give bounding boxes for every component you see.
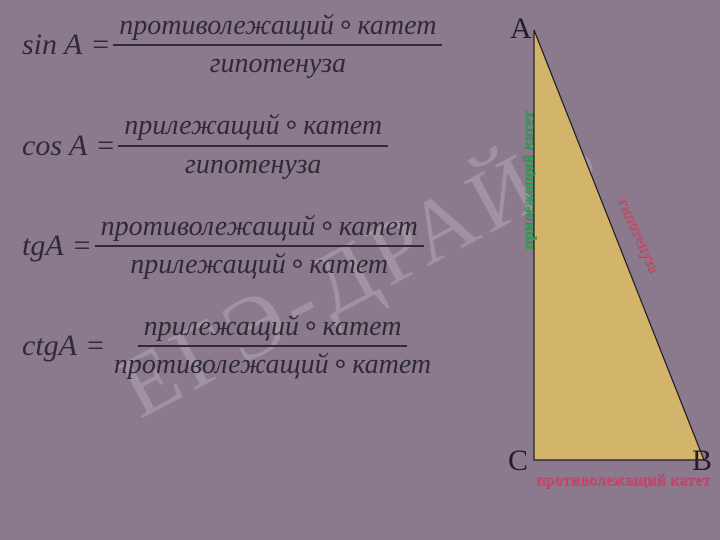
formula-ctg: ctgA = прилежащий∘катет противолежащий∘к… (22, 311, 492, 381)
word-hypotenuse: гипотенуза (204, 46, 352, 80)
word-kathet: катет (309, 249, 388, 280)
equals-sign: = (97, 129, 114, 163)
formula-sin: sin A = противолежащий∘катет гипотенуза (22, 10, 492, 80)
triangle-diagram: A B C прилежащий катет противолежащий ка… (500, 10, 710, 520)
equals-sign: = (92, 28, 109, 62)
equals-sign: = (87, 329, 104, 363)
triangle-shape (534, 30, 704, 460)
compose-symbol: ∘ (332, 349, 350, 380)
cos-lhs: cos A (22, 129, 87, 163)
formula-cos: cos A = прилежащий∘катет гипотенуза (22, 110, 492, 180)
sin-fraction: противолежащий∘катет гипотенуза (113, 10, 442, 80)
compose-symbol: ∘ (337, 10, 355, 41)
word-kathet: катет (358, 10, 437, 41)
label-side-ac: прилежащий катет (520, 112, 538, 250)
word-opposite: противолежащий (119, 10, 334, 41)
word-adjacent: прилежащий (130, 249, 285, 280)
compose-symbol: ∘ (302, 311, 320, 342)
sin-lhs: sin A (22, 28, 82, 62)
word-opposite: противолежащий (101, 211, 316, 242)
formula-block: sin A = противолежащий∘катет гипотенуза … (22, 10, 492, 412)
word-adjacent: прилежащий (124, 110, 279, 141)
word-kathet: катет (323, 311, 402, 342)
tg-fraction: противолежащий∘катет прилежащий∘катет (95, 211, 424, 281)
tg-lhs: tgA (22, 229, 64, 263)
word-kathet: катет (352, 349, 431, 380)
compose-symbol: ∘ (318, 211, 336, 242)
compose-symbol: ∘ (289, 249, 307, 280)
compose-symbol: ∘ (283, 110, 301, 141)
word-opposite: противолежащий (114, 349, 329, 380)
equals-sign: = (74, 229, 91, 263)
label-side-cb: противолежащий катет (536, 472, 710, 490)
ctg-fraction: прилежащий∘катет противолежащий∘катет (108, 311, 437, 381)
word-hypotenuse: гипотенуза (179, 147, 327, 181)
vertex-a: A (510, 12, 532, 46)
formula-tg: tgA = противолежащий∘катет прилежащий∘ка… (22, 211, 492, 281)
word-adjacent: прилежащий (144, 311, 299, 342)
word-kathet: катет (303, 110, 382, 141)
ctg-lhs: ctgA (22, 329, 77, 363)
triangle-svg (500, 10, 710, 520)
word-kathet: катет (339, 211, 418, 242)
cos-fraction: прилежащий∘катет гипотенуза (118, 110, 388, 180)
vertex-c: C (508, 444, 528, 478)
